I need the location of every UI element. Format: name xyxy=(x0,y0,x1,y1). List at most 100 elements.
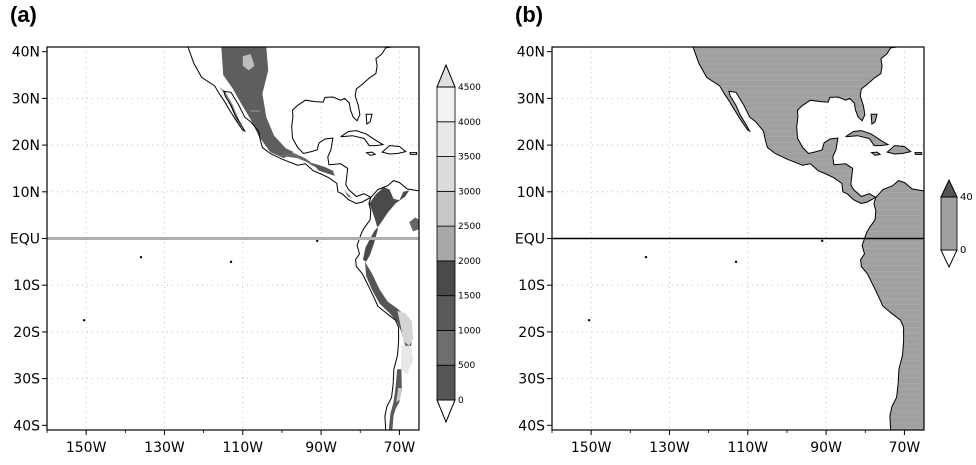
coastline xyxy=(886,145,912,155)
panel-b-label: (b) xyxy=(515,2,544,27)
colorbar-box xyxy=(436,295,456,331)
topography-region xyxy=(365,261,412,346)
colorbar-label: 4500 xyxy=(458,83,481,93)
colorbar-label: 1500 xyxy=(458,292,481,302)
lat-label: 20S xyxy=(13,325,40,341)
island-dot xyxy=(588,319,591,322)
colorbar-top-arrow xyxy=(940,178,958,198)
land-island xyxy=(366,114,372,125)
lat-label: 20N xyxy=(517,138,545,154)
coastline xyxy=(365,113,373,126)
land-south-america xyxy=(860,180,924,430)
lon-label: 70W xyxy=(384,440,416,456)
coastline xyxy=(355,180,419,430)
topography-region xyxy=(396,388,402,402)
lon-label: 150W xyxy=(66,440,107,456)
colorbar-box xyxy=(436,225,456,262)
coastline xyxy=(870,151,882,156)
colorbar-label: 3000 xyxy=(458,187,481,197)
island-dot xyxy=(644,255,648,259)
land-island xyxy=(340,130,383,146)
colorbar-box xyxy=(436,330,456,366)
island-dot xyxy=(315,239,319,243)
lat-label: 40S xyxy=(13,418,40,434)
colorbar-box xyxy=(436,156,456,192)
map-layer xyxy=(47,47,419,430)
coastline xyxy=(870,113,878,126)
lat-label: EQU xyxy=(515,232,545,248)
topography-region xyxy=(401,345,414,374)
colorbar-bottom-arrow xyxy=(436,399,456,424)
colorbar-label: 0 xyxy=(458,396,464,406)
colorbar-box xyxy=(436,364,456,401)
lat-label: 10S xyxy=(13,278,40,294)
colorbar-label: 4000 xyxy=(458,118,481,128)
map-panel-a: 40N 30N 20N 10N EQU 10S 20S 30S 40S 150W 130W 110W 9… xyxy=(10,45,481,456)
topography-region xyxy=(363,187,410,262)
coastline xyxy=(860,180,924,430)
lat-label: 30S xyxy=(518,372,545,388)
land-island xyxy=(871,114,877,125)
lat-label: 10N xyxy=(12,185,40,201)
colorbar-box xyxy=(436,86,456,123)
colorbar-box xyxy=(940,196,958,251)
colorbar-label: 1000 xyxy=(458,326,481,336)
land-island xyxy=(845,130,888,146)
colorbar-top-arrow xyxy=(436,63,456,88)
lon-label: 70W xyxy=(889,440,921,456)
coastline xyxy=(845,130,890,147)
colorbar-box xyxy=(436,260,456,297)
island-dot xyxy=(83,319,86,322)
island-dot xyxy=(734,260,738,264)
topography-region xyxy=(278,153,318,168)
lon-label: 110W xyxy=(728,440,769,456)
topography-region xyxy=(388,369,402,430)
island-dot xyxy=(229,260,233,264)
topography-region xyxy=(219,86,242,130)
coastline xyxy=(365,151,377,156)
colorbar-box xyxy=(436,121,456,157)
lon-label: 150W xyxy=(571,440,612,456)
lon-label: 110W xyxy=(223,440,264,456)
lat-label: 40N xyxy=(12,45,40,61)
colorbar-label: 0 xyxy=(960,245,966,256)
topography-region xyxy=(409,217,419,232)
coastline xyxy=(914,152,923,155)
topography-region xyxy=(221,47,294,159)
panel-a-label: (a) xyxy=(10,2,37,27)
lat-label: 10N xyxy=(517,185,545,201)
topography-region xyxy=(397,310,414,346)
colorbar: 0 500 1000 1500 2000 2500 3000 3500 4000 4500 xyxy=(436,63,481,424)
land-island xyxy=(887,145,911,154)
colorbar-label: 2000 xyxy=(458,257,481,267)
coastline xyxy=(381,145,407,155)
coastline xyxy=(187,47,392,205)
lat-label: 40S xyxy=(518,418,545,434)
coastline xyxy=(692,47,897,205)
colorbar-label: 3500 xyxy=(458,153,481,163)
lat-label: 30N xyxy=(517,91,545,107)
lat-label: EQU xyxy=(10,232,40,248)
colorbar-label: 500 xyxy=(458,361,475,371)
coastline xyxy=(340,130,385,147)
lon-label: 90W xyxy=(810,440,842,456)
island-dot xyxy=(820,239,824,243)
topography-region xyxy=(242,54,255,71)
map-panel-b: 40N 30N 20N 10N EQU 10S 20S 30S 40S 150W 130W 110W 9… xyxy=(515,45,973,456)
lat-label: 40N xyxy=(517,45,545,61)
topography-region xyxy=(311,162,335,176)
colorbar-bottom-arrow xyxy=(940,249,958,269)
land-island xyxy=(382,145,406,154)
lon-label: 130W xyxy=(649,440,690,456)
coastline xyxy=(409,152,418,155)
colorbar-box xyxy=(436,190,456,227)
lon-label: 130W xyxy=(144,440,185,456)
colorbar-label: 2500 xyxy=(458,222,481,232)
colorbar: 0 40 xyxy=(940,178,973,269)
lat-label: 20S xyxy=(518,325,545,341)
lat-label: 30S xyxy=(13,372,40,388)
island-dot xyxy=(139,255,143,259)
lat-label: 30N xyxy=(12,91,40,107)
lon-label: 90W xyxy=(305,440,337,456)
